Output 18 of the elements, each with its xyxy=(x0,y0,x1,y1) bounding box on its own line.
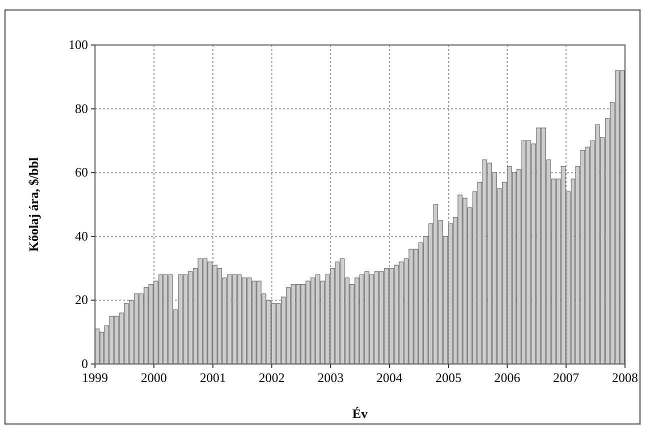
x-axis-title: Év xyxy=(352,406,368,421)
y-tick-label: 0 xyxy=(82,356,88,371)
x-tick-label: 2005 xyxy=(435,370,462,385)
x-tick-label: 2008 xyxy=(612,370,638,385)
y-tick-label: 60 xyxy=(75,164,88,180)
x-tick-label: 2006 xyxy=(494,370,521,385)
y-tick-label: 20 xyxy=(75,292,88,308)
x-tick-label: 2004 xyxy=(376,370,403,385)
y-tick-label: 80 xyxy=(75,100,88,116)
y-tick-label: 100 xyxy=(68,37,88,52)
y-tick-label: 40 xyxy=(75,228,88,244)
x-tick-label: 1999 xyxy=(82,370,108,385)
x-tick-label: 2000 xyxy=(140,370,167,385)
x-tick-label: 2001 xyxy=(200,370,226,385)
x-tick-label: 2002 xyxy=(258,370,285,385)
x-tick-label: 2003 xyxy=(318,370,344,385)
y-axis-title: Kőolaj ára, $/bbl xyxy=(26,156,41,252)
x-tick-label: 2007 xyxy=(553,370,580,385)
